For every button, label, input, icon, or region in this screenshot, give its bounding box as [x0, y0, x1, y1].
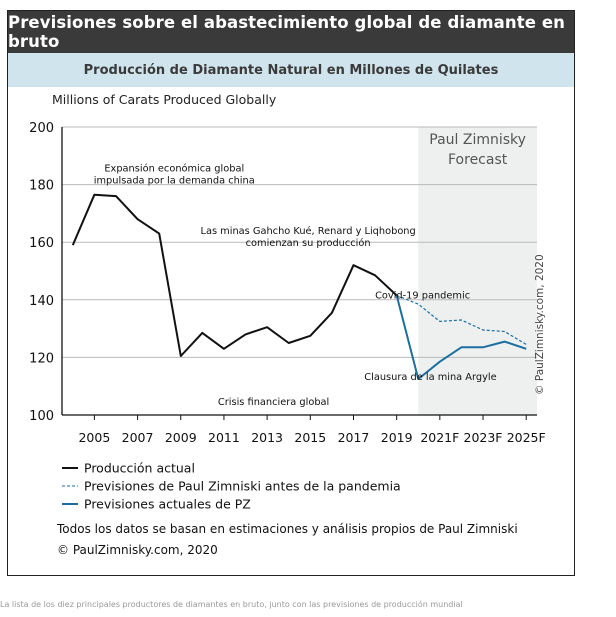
y-axis-label: Millions of Carats Produced Globally [52, 92, 277, 107]
annotation-4-line-0: Clausura de la mina Argyle [364, 372, 496, 383]
annotation-3-line-0: Covid-19 pandemic [375, 291, 470, 302]
x-tick-label-2017: 2017 [338, 430, 370, 445]
side-watermark: © PaulZimnisky.com, 2020 [534, 254, 546, 395]
footnote-line1: Todos los datos se basan en estimaciones… [57, 522, 518, 536]
x-tick-label-2015: 2015 [294, 430, 326, 445]
chart-title: Previsiones sobre el abastecimiento glob… [8, 11, 574, 53]
annotation-0-line-0: Expansión económica global [104, 163, 244, 175]
legend-label-1: Previsiones de Paul Zimniski antes de la… [84, 479, 401, 494]
x-tick-label-2025F: 2025F [507, 430, 546, 445]
legend-label-0: Producción actual [84, 461, 195, 476]
forecast-label-line1: Paul Zimnisky [429, 132, 526, 148]
x-tick-label-2013: 2013 [251, 430, 283, 445]
x-tick-label-2021F: 2021F [420, 430, 459, 445]
x-tick-label-2007: 2007 [122, 430, 154, 445]
forecast-label-line2: Forecast [448, 152, 508, 168]
annotation-1-line-0: Crisis financiera global [218, 397, 329, 408]
annotation-2-line-1: comienzan su producción [246, 237, 371, 249]
x-tick-label-2011: 2011 [208, 430, 240, 445]
series-line-2 [395, 295, 527, 380]
y-tick-label-120: 120 [29, 351, 54, 366]
y-tick-label-140: 140 [29, 294, 54, 309]
annotation-2-line-0: Las minas Gahcho Kué, Renard y Liqhobong [201, 225, 416, 237]
x-tick-label-2019: 2019 [381, 430, 413, 445]
series-line-0 [71, 193, 398, 357]
forecast-region [418, 127, 537, 415]
y-tick-label-180: 180 [29, 179, 54, 194]
x-tick-label-2023F: 2023F [464, 430, 503, 445]
series-line-1 [396, 294, 527, 345]
y-tick-label-160: 160 [29, 236, 54, 251]
annotation-0-line-1: impulsada por la demanda china [94, 176, 255, 187]
chart-subtitle: Producción de Diamante Natural en Millon… [8, 53, 574, 87]
footnote-line2: © PaulZimnisky.com, 2020 [57, 543, 218, 557]
legend-label-2: Previsiones actuales de PZ [84, 497, 251, 512]
x-tick-label-2009: 2009 [165, 430, 197, 445]
page-caption: La lista de los diez principales product… [0, 600, 463, 609]
x-tick-label-2005: 2005 [78, 430, 110, 445]
y-tick-label-100: 100 [29, 409, 54, 424]
y-tick-label-200: 200 [29, 121, 54, 136]
